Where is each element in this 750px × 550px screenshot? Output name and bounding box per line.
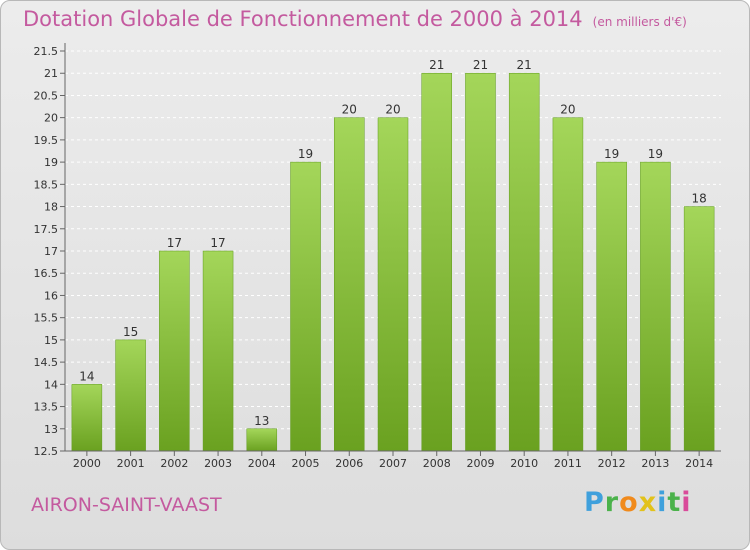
bar-2009 <box>465 72 496 452</box>
bar-2012 <box>596 161 627 452</box>
bar-value-label: 17 <box>210 236 225 250</box>
y-tick-label: 15 <box>44 334 58 347</box>
x-tick-label: 2000 <box>73 457 101 470</box>
bar-value-label: 19 <box>648 147 663 161</box>
y-tick-label: 18 <box>44 201 58 214</box>
bar-value-label: 13 <box>254 414 269 428</box>
x-tick-label: 2012 <box>598 457 626 470</box>
y-tick-label: 13.5 <box>34 401 59 414</box>
bar-2007 <box>377 117 409 452</box>
x-tick-label: 2002 <box>160 457 188 470</box>
bar-value-label: 21 <box>517 58 532 72</box>
bar-2008 <box>421 72 452 452</box>
x-tick-label: 2001 <box>117 457 145 470</box>
y-tick-label: 16 <box>44 289 58 302</box>
bar-layer: 14 15 17 17 13 19 20 20 21 21 21 20 19 19 18 <box>71 58 715 452</box>
bar-2000 <box>71 384 103 452</box>
bar-value-label: 21 <box>473 58 488 72</box>
axis-layer: 12.5 13 13.5 14 14.5 15 15.5 16 16.5 17 17.5 18 18.5… <box>34 43 721 470</box>
x-tick-label: 2003 <box>204 457 232 470</box>
bar-value-label: 20 <box>560 103 575 117</box>
y-tick-label: 20.5 <box>34 89 59 102</box>
bar-2010 <box>508 72 540 452</box>
bar-value-label: 20 <box>342 103 357 117</box>
bar-value-label: 18 <box>691 192 706 206</box>
chart-unit: (en milliers d'€) <box>592 15 687 29</box>
chart-title-text: Dotation Globale de Fonctionnement de 20… <box>23 7 583 31</box>
bar-2002 <box>159 250 190 452</box>
y-tick-label: 19 <box>44 156 58 169</box>
y-tick-label: 15.5 <box>34 312 59 325</box>
x-tick-label: 2004 <box>248 457 276 470</box>
y-tick-label: 19.5 <box>34 134 59 147</box>
bar-2013 <box>640 161 671 452</box>
chart-title: Dotation Globale de Fonctionnement de 20… <box>23 7 687 31</box>
commune-name: AIRON-SAINT-VAAST <box>31 494 222 516</box>
y-tick-label: 21.5 <box>34 45 59 58</box>
bar-value-label: 17 <box>167 236 182 250</box>
bar-2006 <box>334 117 365 452</box>
x-tick-label: 2010 <box>510 457 538 470</box>
x-tick-label: 2006 <box>335 457 363 470</box>
bar-value-label: 15 <box>123 325 138 339</box>
bar-value-label: 14 <box>79 369 94 383</box>
y-tick-label: 21 <box>44 67 58 80</box>
bar-2001 <box>115 339 146 452</box>
bar-2005 <box>290 161 321 452</box>
bar-value-label: 21 <box>429 58 444 72</box>
y-tick-label: 17 <box>44 245 58 258</box>
bar-value-label: 20 <box>385 103 400 117</box>
bar-value-label: 19 <box>604 147 619 161</box>
y-tick-label: 13 <box>44 423 58 436</box>
bar-value-label: 19 <box>298 147 313 161</box>
y-tick-label: 12.5 <box>34 445 59 458</box>
y-tick-label: 14.5 <box>34 356 59 369</box>
x-tick-label: 2008 <box>423 457 451 470</box>
y-tick-label: 20 <box>44 112 58 125</box>
y-tick-label: 17.5 <box>34 223 59 236</box>
bar-2004 <box>246 428 278 452</box>
bar-2014 <box>683 206 715 452</box>
x-tick-label: 2011 <box>554 457 582 470</box>
bar-2011 <box>552 117 584 452</box>
x-tick-label: 2009 <box>466 457 494 470</box>
x-tick-label: 2014 <box>685 457 713 470</box>
y-tick-label: 16.5 <box>34 267 59 280</box>
x-tick-label: 2005 <box>292 457 320 470</box>
y-tick-label: 18.5 <box>34 178 59 191</box>
bar-2003 <box>202 250 234 452</box>
x-tick-label: 2013 <box>641 457 669 470</box>
proxiti-logo: Proxiti <box>584 487 692 518</box>
x-tick-label: 2007 <box>379 457 407 470</box>
y-tick-label: 14 <box>44 378 58 391</box>
